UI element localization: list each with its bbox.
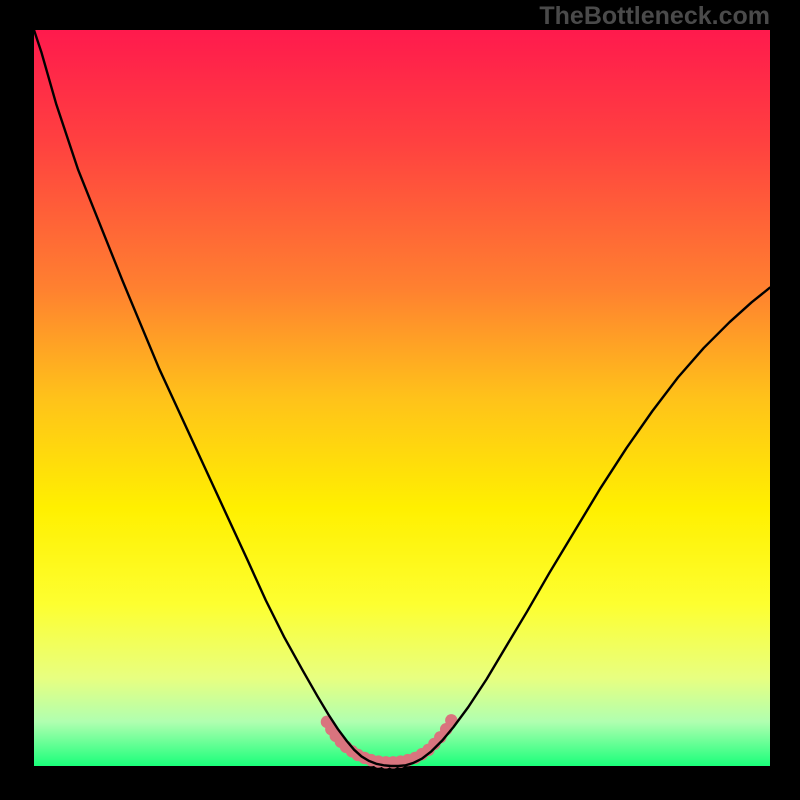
outer-frame: TheBottleneck.com (0, 0, 800, 800)
bottleneck-chart-svg (0, 0, 800, 800)
plot-background (34, 30, 770, 766)
watermark-text: TheBottleneck.com (539, 2, 770, 31)
